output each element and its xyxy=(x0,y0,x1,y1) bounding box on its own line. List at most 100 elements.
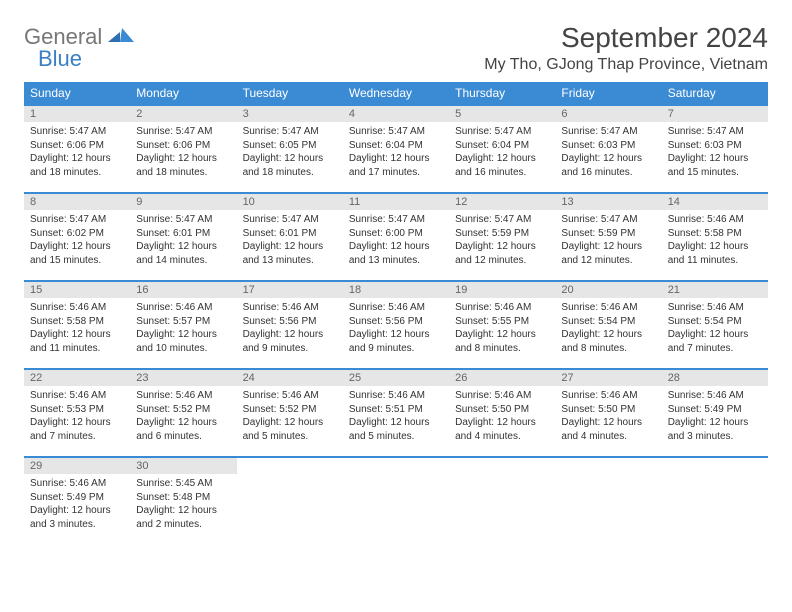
day-d1: Daylight: 12 hours xyxy=(561,152,655,166)
day-number: 27 xyxy=(555,370,661,386)
calendar-day-cell: 28Sunrise: 5:46 AMSunset: 5:49 PMDayligh… xyxy=(662,369,768,457)
calendar-day-cell: 8Sunrise: 5:47 AMSunset: 6:02 PMDaylight… xyxy=(24,193,130,281)
day-d2: and 16 minutes. xyxy=(561,166,655,180)
day-d2: and 6 minutes. xyxy=(136,430,230,444)
day-ss: Sunset: 5:53 PM xyxy=(30,403,124,417)
day-sr: Sunrise: 5:47 AM xyxy=(349,213,443,227)
day-sr: Sunrise: 5:46 AM xyxy=(243,389,337,403)
day-number: 28 xyxy=(662,370,768,386)
day-details: Sunrise: 5:46 AMSunset: 5:55 PMDaylight:… xyxy=(449,298,555,359)
day-number: 10 xyxy=(237,194,343,210)
calendar-day-cell: 3Sunrise: 5:47 AMSunset: 6:05 PMDaylight… xyxy=(237,105,343,193)
day-sr: Sunrise: 5:47 AM xyxy=(349,125,443,139)
day-d1: Daylight: 12 hours xyxy=(30,416,124,430)
day-number: 11 xyxy=(343,194,449,210)
calendar-day-cell: 11Sunrise: 5:47 AMSunset: 6:00 PMDayligh… xyxy=(343,193,449,281)
day-sr: Sunrise: 5:47 AM xyxy=(243,125,337,139)
month-title: September 2024 xyxy=(484,22,768,54)
day-details: Sunrise: 5:47 AMSunset: 6:03 PMDaylight:… xyxy=(662,122,768,183)
calendar-day-cell: 27Sunrise: 5:46 AMSunset: 5:50 PMDayligh… xyxy=(555,369,661,457)
day-ss: Sunset: 6:01 PM xyxy=(136,227,230,241)
day-ss: Sunset: 6:04 PM xyxy=(349,139,443,153)
calendar-day-cell: 21Sunrise: 5:46 AMSunset: 5:54 PMDayligh… xyxy=(662,281,768,369)
dow-tuesday: Tuesday xyxy=(237,82,343,105)
day-details: Sunrise: 5:46 AMSunset: 5:54 PMDaylight:… xyxy=(555,298,661,359)
day-details: Sunrise: 5:46 AMSunset: 5:58 PMDaylight:… xyxy=(24,298,130,359)
day-sr: Sunrise: 5:46 AM xyxy=(243,301,337,315)
calendar-day-cell: 7Sunrise: 5:47 AMSunset: 6:03 PMDaylight… xyxy=(662,105,768,193)
brand-line1: General xyxy=(24,26,102,48)
day-ss: Sunset: 6:03 PM xyxy=(668,139,762,153)
day-ss: Sunset: 5:50 PM xyxy=(455,403,549,417)
day-ss: Sunset: 6:04 PM xyxy=(455,139,549,153)
day-ss: Sunset: 6:03 PM xyxy=(561,139,655,153)
day-d1: Daylight: 12 hours xyxy=(668,240,762,254)
day-d2: and 11 minutes. xyxy=(30,342,124,356)
day-d1: Daylight: 12 hours xyxy=(668,152,762,166)
day-ss: Sunset: 5:59 PM xyxy=(561,227,655,241)
day-d1: Daylight: 12 hours xyxy=(668,416,762,430)
calendar-day-cell xyxy=(662,457,768,545)
calendar-day-cell: 26Sunrise: 5:46 AMSunset: 5:50 PMDayligh… xyxy=(449,369,555,457)
day-d1: Daylight: 12 hours xyxy=(455,240,549,254)
day-d2: and 14 minutes. xyxy=(136,254,230,268)
day-sr: Sunrise: 5:46 AM xyxy=(668,213,762,227)
day-sr: Sunrise: 5:46 AM xyxy=(30,301,124,315)
day-number: 14 xyxy=(662,194,768,210)
day-d2: and 16 minutes. xyxy=(455,166,549,180)
day-d1: Daylight: 12 hours xyxy=(349,416,443,430)
calendar-day-cell: 12Sunrise: 5:47 AMSunset: 5:59 PMDayligh… xyxy=(449,193,555,281)
day-details: Sunrise: 5:47 AMSunset: 6:05 PMDaylight:… xyxy=(237,122,343,183)
day-details: Sunrise: 5:47 AMSunset: 6:06 PMDaylight:… xyxy=(24,122,130,183)
day-number: 26 xyxy=(449,370,555,386)
dow-friday: Friday xyxy=(555,82,661,105)
calendar-day-cell: 2Sunrise: 5:47 AMSunset: 6:06 PMDaylight… xyxy=(130,105,236,193)
day-ss: Sunset: 6:00 PM xyxy=(349,227,443,241)
day-number: 23 xyxy=(130,370,236,386)
calendar-day-cell: 10Sunrise: 5:47 AMSunset: 6:01 PMDayligh… xyxy=(237,193,343,281)
day-d1: Daylight: 12 hours xyxy=(668,328,762,342)
brand-line2: Blue xyxy=(38,48,102,70)
day-ss: Sunset: 5:51 PM xyxy=(349,403,443,417)
calendar-day-cell: 25Sunrise: 5:46 AMSunset: 5:51 PMDayligh… xyxy=(343,369,449,457)
day-sr: Sunrise: 5:47 AM xyxy=(136,125,230,139)
day-d2: and 3 minutes. xyxy=(30,518,124,532)
day-d2: and 11 minutes. xyxy=(668,254,762,268)
day-number: 20 xyxy=(555,282,661,298)
calendar-week-row: 22Sunrise: 5:46 AMSunset: 5:53 PMDayligh… xyxy=(24,369,768,457)
day-d1: Daylight: 12 hours xyxy=(561,416,655,430)
day-number: 6 xyxy=(555,106,661,122)
day-sr: Sunrise: 5:47 AM xyxy=(561,125,655,139)
day-details: Sunrise: 5:47 AMSunset: 5:59 PMDaylight:… xyxy=(555,210,661,271)
day-details: Sunrise: 5:47 AMSunset: 6:04 PMDaylight:… xyxy=(343,122,449,183)
day-d2: and 15 minutes. xyxy=(668,166,762,180)
day-ss: Sunset: 5:58 PM xyxy=(30,315,124,329)
day-sr: Sunrise: 5:46 AM xyxy=(455,389,549,403)
day-d1: Daylight: 12 hours xyxy=(243,328,337,342)
calendar-week-row: 1Sunrise: 5:47 AMSunset: 6:06 PMDaylight… xyxy=(24,105,768,193)
day-details: Sunrise: 5:47 AMSunset: 6:03 PMDaylight:… xyxy=(555,122,661,183)
calendar-day-cell: 18Sunrise: 5:46 AMSunset: 5:56 PMDayligh… xyxy=(343,281,449,369)
day-ss: Sunset: 5:52 PM xyxy=(136,403,230,417)
day-d2: and 9 minutes. xyxy=(349,342,443,356)
calendar-week-row: 8Sunrise: 5:47 AMSunset: 6:02 PMDaylight… xyxy=(24,193,768,281)
day-sr: Sunrise: 5:47 AM xyxy=(30,125,124,139)
day-d2: and 7 minutes. xyxy=(30,430,124,444)
day-number: 29 xyxy=(24,458,130,474)
day-number: 13 xyxy=(555,194,661,210)
day-ss: Sunset: 5:59 PM xyxy=(455,227,549,241)
calendar-day-cell: 19Sunrise: 5:46 AMSunset: 5:55 PMDayligh… xyxy=(449,281,555,369)
day-details: Sunrise: 5:46 AMSunset: 5:56 PMDaylight:… xyxy=(343,298,449,359)
day-ss: Sunset: 5:54 PM xyxy=(668,315,762,329)
day-ss: Sunset: 5:52 PM xyxy=(243,403,337,417)
day-d1: Daylight: 12 hours xyxy=(243,152,337,166)
day-number: 25 xyxy=(343,370,449,386)
day-ss: Sunset: 5:50 PM xyxy=(561,403,655,417)
day-d1: Daylight: 12 hours xyxy=(136,152,230,166)
calendar-day-cell: 24Sunrise: 5:46 AMSunset: 5:52 PMDayligh… xyxy=(237,369,343,457)
day-d1: Daylight: 12 hours xyxy=(136,416,230,430)
brand-logo: General Blue xyxy=(24,22,134,70)
day-ss: Sunset: 5:56 PM xyxy=(243,315,337,329)
day-details: Sunrise: 5:46 AMSunset: 5:52 PMDaylight:… xyxy=(130,386,236,447)
day-details: Sunrise: 5:47 AMSunset: 6:06 PMDaylight:… xyxy=(130,122,236,183)
